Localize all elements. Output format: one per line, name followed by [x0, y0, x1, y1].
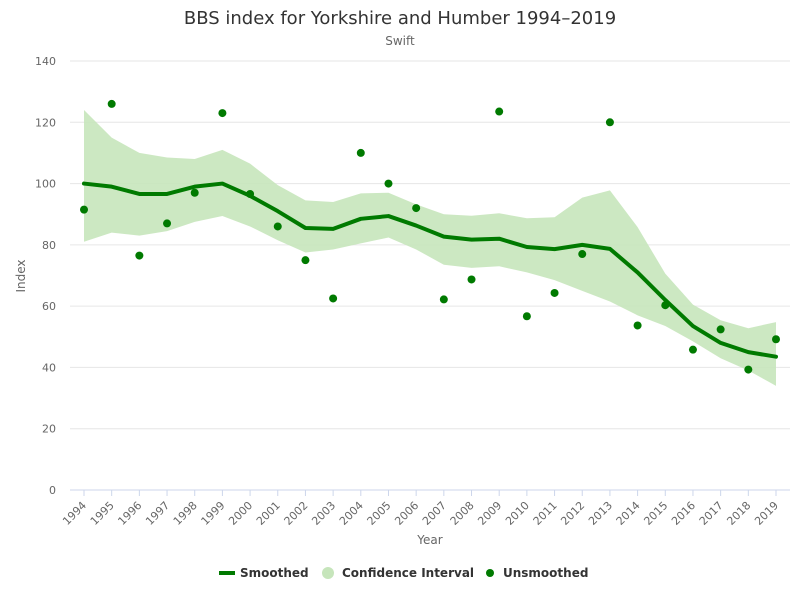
y-tick-label: 0	[49, 484, 56, 497]
unsmoothed-point-2010[interactable]	[522, 312, 531, 321]
unsmoothed-point-2013[interactable]	[605, 118, 614, 127]
unsmoothed-point-2008[interactable]	[467, 275, 476, 284]
unsmoothed-point-2001[interactable]	[273, 222, 282, 231]
x-tick-label: 1997	[143, 499, 172, 528]
legend-item-smoothed[interactable]: Smoothed	[219, 566, 309, 580]
x-axis-label: Year	[416, 533, 442, 547]
unsmoothed-point-2004[interactable]	[356, 148, 365, 157]
x-tick-label: 2017	[697, 499, 726, 528]
unsmoothed-point-1996[interactable]	[135, 251, 144, 260]
unsmoothed-point-2006[interactable]	[412, 204, 421, 213]
x-tick-label: 2006	[392, 499, 421, 528]
x-tick-label: 2010	[503, 499, 532, 528]
legend-confidence-label: Confidence Interval	[342, 566, 474, 580]
grid-layer	[70, 60, 790, 491]
x-tick-label: 2019	[752, 499, 781, 528]
unsmoothed-point-2000[interactable]	[246, 189, 255, 198]
legend-item-unsmoothed[interactable]: Unsmoothed	[486, 566, 588, 580]
x-tick-label: 2001	[254, 499, 283, 528]
unsmoothed-point-2018[interactable]	[744, 365, 753, 374]
x-tick-label: 2005	[365, 499, 394, 528]
unsmoothed-point-2012[interactable]	[578, 250, 587, 259]
x-tick-label: 1994	[60, 499, 89, 528]
y-tick-label: 120	[35, 116, 56, 129]
legend: Smoothed Confidence Interval Unsmoothed	[219, 566, 588, 580]
x-tick-label: 2009	[475, 499, 504, 528]
unsmoothed-point-2015[interactable]	[661, 301, 670, 310]
smoothed-line-layer	[82, 181, 778, 359]
unsmoothed-point-2002[interactable]	[301, 256, 310, 265]
x-tick-label: 2007	[420, 499, 449, 528]
unsmoothed-point-1998[interactable]	[190, 188, 199, 197]
unsmoothed-point-1995[interactable]	[107, 99, 116, 108]
chart-title: BBS index for Yorkshire and Humber 1994–…	[184, 8, 616, 29]
x-tick-label: 1998	[171, 499, 200, 528]
unsmoothed-point-1997[interactable]	[163, 219, 172, 228]
x-tick-label: 2013	[586, 499, 615, 528]
chart-subtitle: Swift	[385, 34, 415, 48]
unsmoothed-point-1999[interactable]	[218, 109, 227, 118]
x-tick-labels: 1994199519961997199819992000200120022003…	[60, 490, 781, 528]
unsmoothed-point-2019[interactable]	[772, 335, 780, 344]
unsmoothed-point-2016[interactable]	[688, 345, 697, 354]
x-tick-label: 1995	[88, 499, 117, 528]
x-tick-label: 2003	[309, 499, 338, 528]
unsmoothed-point-2007[interactable]	[439, 295, 448, 304]
unsmoothed-point-2005[interactable]	[384, 179, 393, 188]
x-tick-label: 2014	[614, 499, 643, 528]
unsmoothed-point-2003[interactable]	[329, 294, 338, 303]
x-tick-label: 2012	[558, 499, 587, 528]
x-tick-label: 2015	[641, 499, 670, 528]
legend-unsmoothed-swatch	[486, 569, 494, 577]
y-tick-label: 100	[35, 178, 56, 191]
y-tick-label: 140	[35, 55, 56, 68]
legend-item-confidence-interval[interactable]: Confidence Interval	[322, 566, 474, 580]
x-tick-label: 2002	[282, 499, 311, 528]
x-tick-label: 2008	[448, 499, 477, 528]
unsmoothed-point-2009[interactable]	[495, 107, 504, 116]
legend-unsmoothed-label: Unsmoothed	[503, 566, 588, 580]
x-tick-label: 2011	[531, 499, 560, 528]
x-tick-label: 1999	[199, 499, 228, 528]
y-tick-label: 80	[42, 239, 56, 252]
legend-confidence-swatch	[322, 567, 334, 579]
y-tick-label: 40	[42, 361, 56, 374]
confidence-interval-area	[84, 110, 776, 386]
y-axis-label: Index	[14, 259, 28, 292]
unsmoothed-point-2011[interactable]	[550, 288, 559, 297]
x-tick-label: 2004	[337, 499, 366, 528]
x-tick-label: 2000	[226, 499, 255, 528]
unsmoothed-points-layer	[80, 99, 780, 374]
smoothed-line[interactable]	[82, 181, 778, 359]
y-tick-labels: 0 20 40 60 80 100 120 140	[35, 55, 56, 497]
x-tick-label: 1996	[115, 499, 144, 528]
unsmoothed-point-1994[interactable]	[80, 205, 88, 214]
unsmoothed-point-2017[interactable]	[716, 325, 725, 334]
unsmoothed-point-2014[interactable]	[633, 321, 642, 330]
legend-smoothed-label: Smoothed	[240, 566, 309, 580]
x-tick-label: 2018	[724, 499, 753, 528]
x-tick-label: 2016	[669, 499, 698, 528]
y-tick-label: 20	[42, 423, 56, 436]
confidence-band-layer	[84, 110, 776, 386]
y-tick-label: 60	[42, 300, 56, 313]
